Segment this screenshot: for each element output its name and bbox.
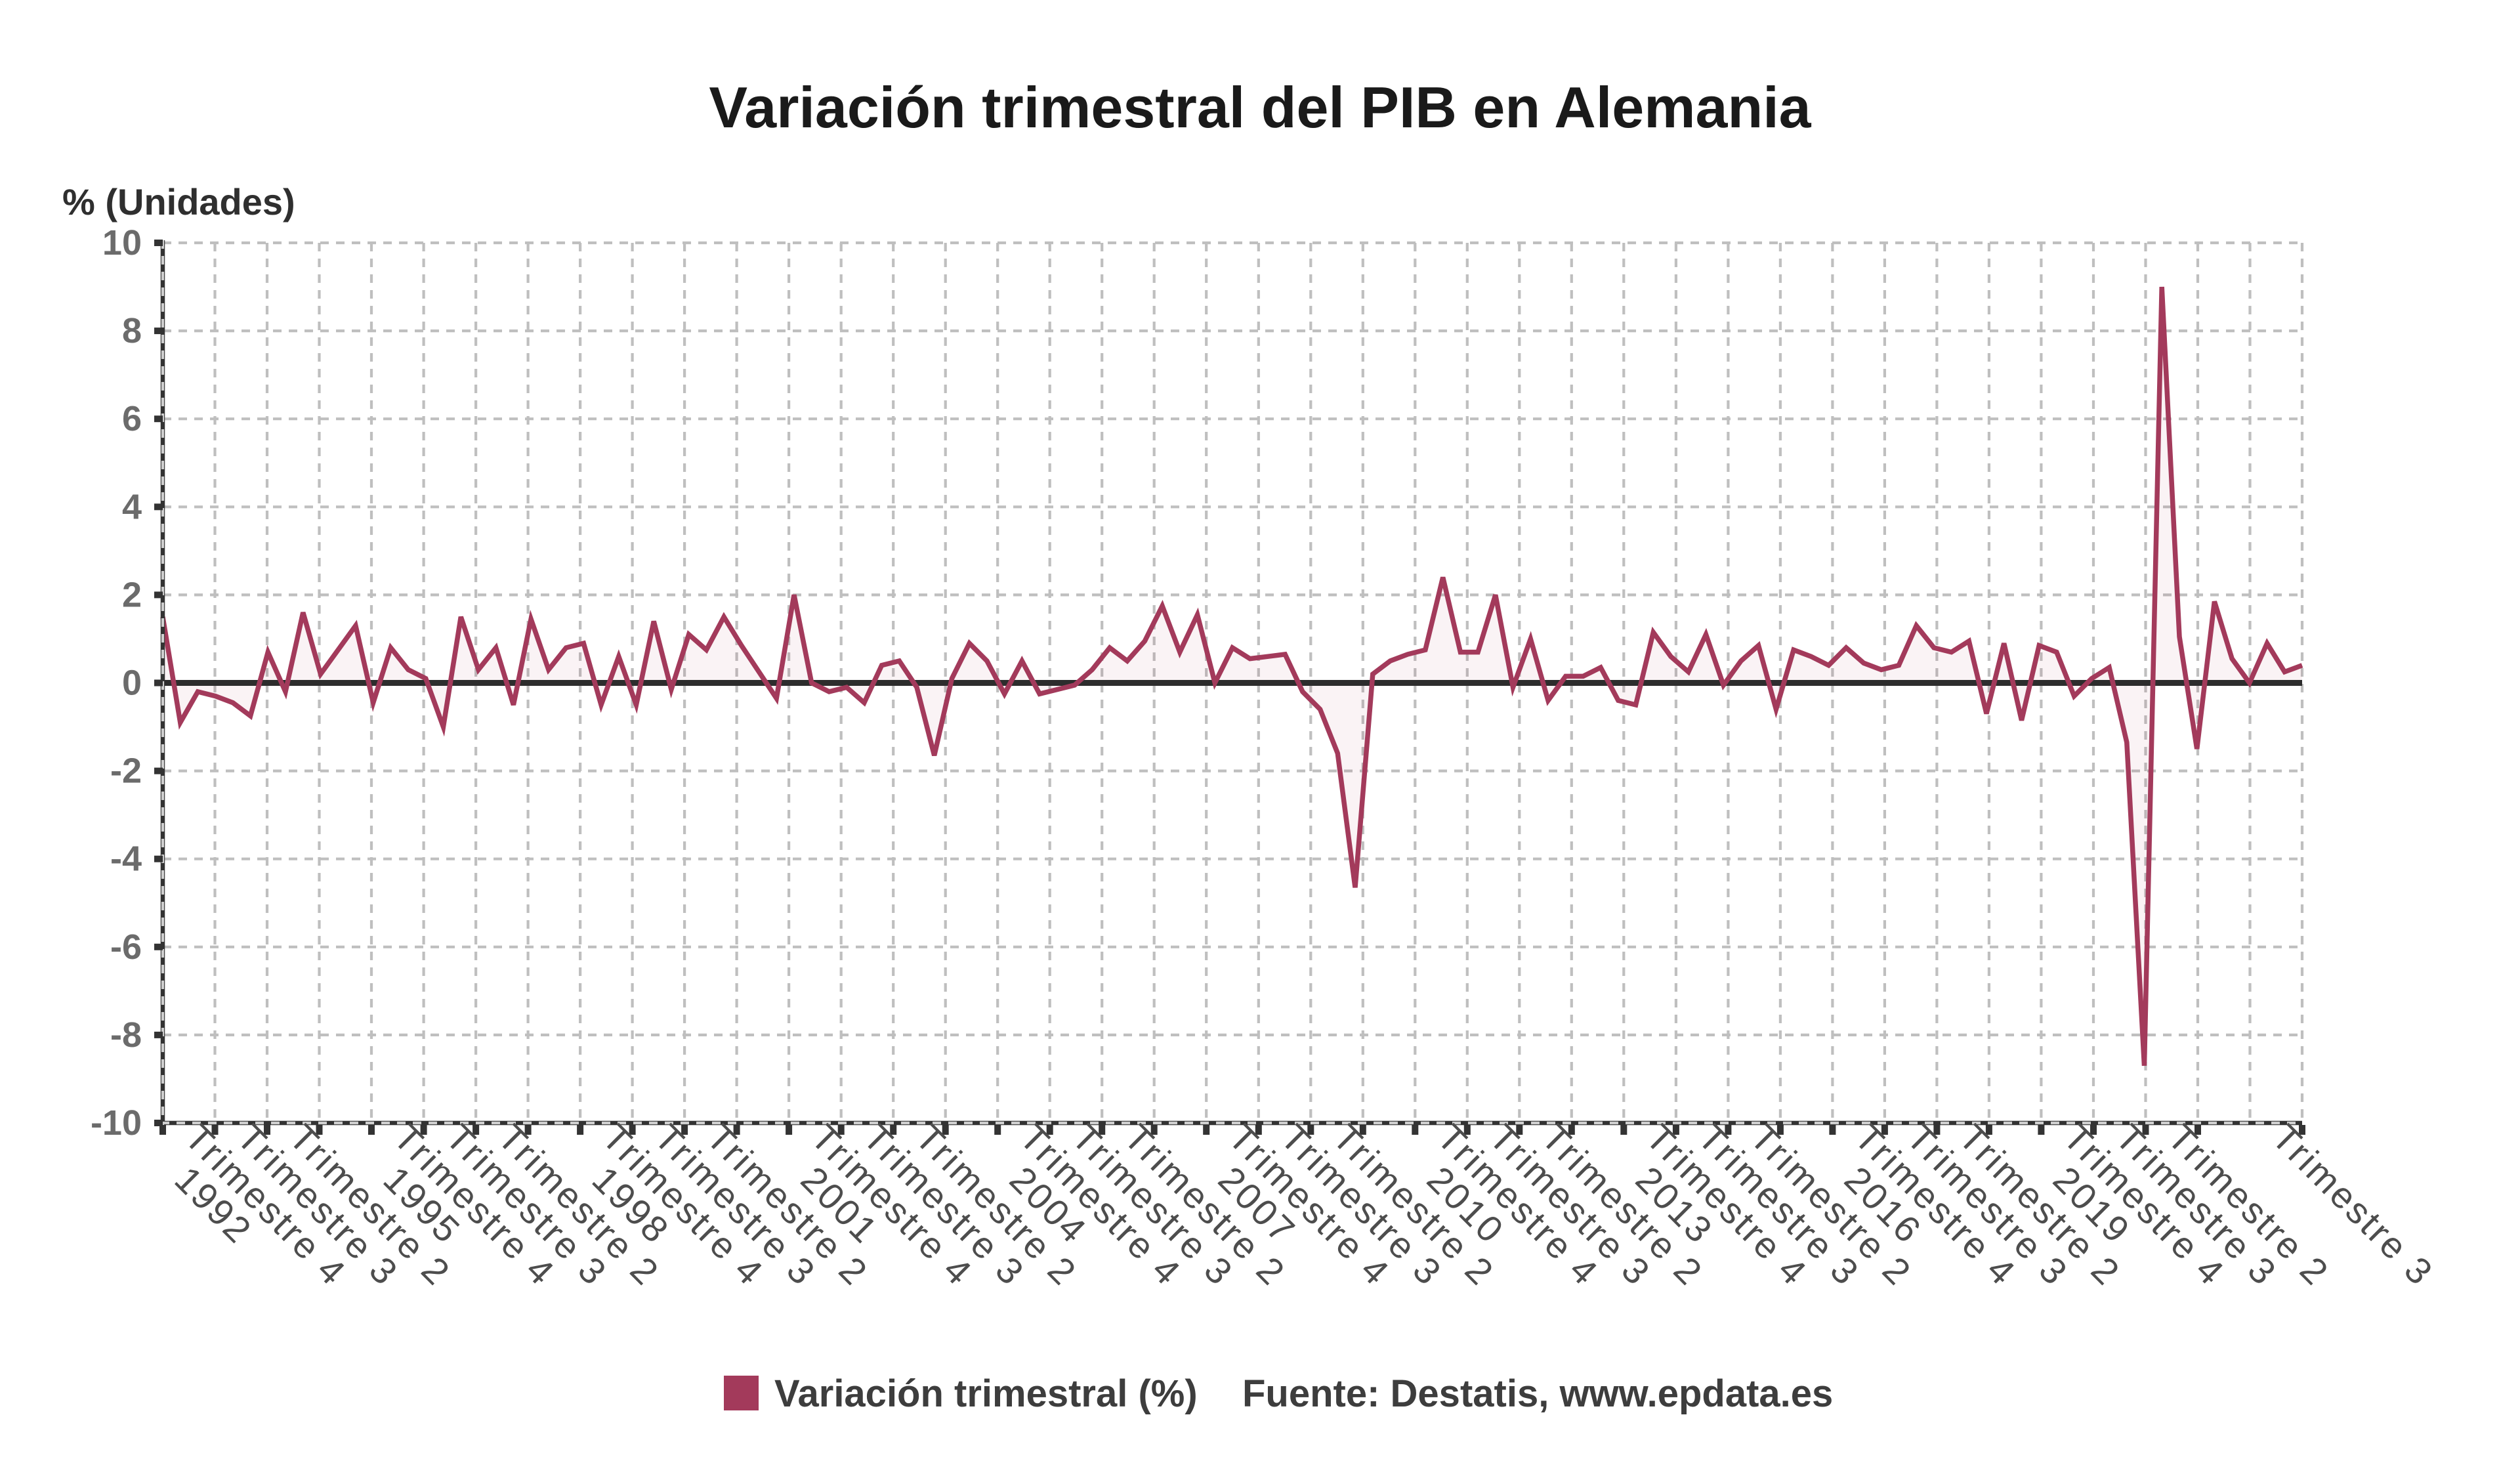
svg-text:Fuente: Destatis, www.epdata.e: Fuente: Destatis, www.epdata.es <box>1242 1372 1833 1415</box>
svg-text:8: 8 <box>122 311 142 350</box>
svg-text:-8: -8 <box>110 1015 142 1055</box>
svg-text:-2: -2 <box>110 751 142 791</box>
svg-text:% (Unidades): % (Unidades) <box>62 181 295 222</box>
svg-text:6: 6 <box>122 399 142 438</box>
svg-text:10: 10 <box>102 223 142 263</box>
svg-text:Variación trimestral (%): Variación trimestral (%) <box>774 1372 1198 1415</box>
svg-text:4: 4 <box>122 487 142 526</box>
svg-text:Variación trimestral del PIB e: Variación trimestral del PIB en Alemania <box>709 75 1811 140</box>
svg-text:-6: -6 <box>110 927 142 967</box>
svg-text:0: 0 <box>122 664 142 703</box>
svg-text:2: 2 <box>122 575 142 614</box>
svg-text:-4: -4 <box>110 839 142 879</box>
svg-text:-10: -10 <box>91 1103 142 1143</box>
